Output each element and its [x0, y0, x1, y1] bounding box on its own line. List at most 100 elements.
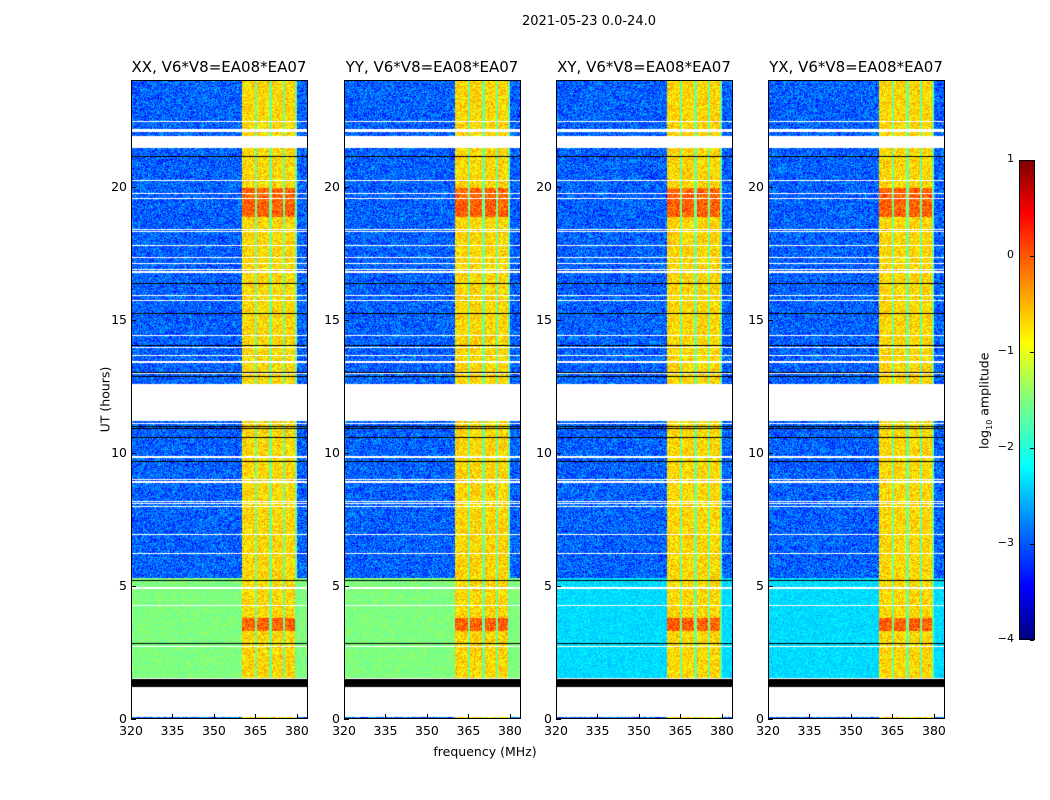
y-tick-label: 15: [536, 311, 552, 327]
panel-title: XX, V6*V8=EA08*EA07: [131, 58, 307, 76]
x-tick: [892, 714, 894, 719]
y-tick-label: 5: [119, 577, 127, 593]
x-tick-label: 350: [627, 723, 651, 738]
y-tick: [556, 319, 561, 321]
spectrogram-image: [557, 81, 732, 718]
x-tick: [933, 714, 935, 719]
y-tick-label: 0: [332, 711, 340, 726]
y-tick: [556, 719, 561, 720]
x-tick: [768, 714, 769, 719]
y-tick-label: 10: [536, 444, 552, 460]
y-tick: [344, 452, 349, 454]
x-tick-label: 365: [880, 723, 905, 738]
panel-title: YY, V6*V8=EA08*EA07: [345, 58, 519, 76]
colorbar-tick-label: −3: [997, 536, 1014, 549]
x-tick-label: 320: [332, 723, 356, 738]
x-tick: [213, 714, 215, 719]
y-tick-label: 20: [748, 178, 764, 194]
y-tick: [768, 186, 773, 188]
colorbar-label-subscript: 10: [984, 419, 994, 430]
spectrogram-panel: [556, 80, 733, 719]
x-tick-label: 365: [243, 723, 268, 738]
colorbar-label-prefix: log: [976, 429, 992, 449]
colorbar-tick: [1030, 352, 1034, 353]
y-tick: [344, 186, 349, 188]
colorbar-tick: [1030, 160, 1034, 161]
y-axis-label: UT (hours): [97, 366, 113, 433]
x-tick: [680, 714, 682, 719]
y-tick-label: 20: [324, 178, 340, 194]
x-tick: [344, 714, 345, 719]
x-tick: [850, 714, 852, 719]
x-axis-label: frequency (MHz): [433, 744, 537, 759]
y-tick: [556, 452, 561, 454]
colorbar: [1019, 160, 1035, 640]
x-tick-label: 350: [202, 723, 226, 738]
figure-title: 2021-05-23 0.0-24.0: [522, 14, 656, 29]
y-tick: [131, 186, 136, 188]
y-tick-label: 15: [748, 311, 764, 327]
x-tick-label: 335: [797, 723, 822, 738]
colorbar-tick: [1030, 448, 1034, 449]
x-tick-label: 380: [710, 723, 734, 738]
x-tick: [809, 714, 811, 719]
y-tick-label: 0: [544, 711, 552, 726]
y-tick-label: 20: [111, 178, 127, 194]
colorbar-tick: [1030, 640, 1034, 641]
y-tick: [131, 585, 136, 587]
y-tick: [768, 719, 773, 720]
x-tick: [131, 714, 132, 719]
y-tick-label: 0: [119, 711, 127, 726]
x-tick: [385, 714, 387, 719]
spectrogram-panel: [344, 80, 521, 719]
colorbar-tick-label: 1: [1007, 152, 1014, 165]
y-tick-label: 5: [756, 577, 764, 593]
y-tick-label: 10: [324, 444, 340, 460]
x-tick-label: 350: [839, 723, 863, 738]
y-tick: [556, 585, 561, 587]
y-tick: [344, 319, 349, 321]
y-tick: [556, 186, 561, 188]
y-tick: [768, 319, 773, 321]
y-tick: [131, 319, 136, 321]
panel-title: XY, V6*V8=EA08*EA07: [557, 58, 731, 76]
x-tick: [509, 714, 511, 719]
spectrogram-image: [132, 81, 307, 718]
colorbar-tick-label: −4: [997, 632, 1014, 645]
spectrogram-image: [769, 81, 944, 718]
y-tick-label: 5: [332, 577, 340, 593]
x-tick: [296, 714, 298, 719]
x-tick-label: 320: [756, 723, 780, 738]
x-tick: [172, 714, 174, 719]
x-tick-label: 380: [922, 723, 946, 738]
colorbar-tick: [1030, 544, 1034, 545]
x-tick-label: 320: [119, 723, 143, 738]
y-tick: [344, 585, 349, 587]
y-tick: [768, 585, 773, 587]
y-tick-label: 15: [324, 311, 340, 327]
spectrogram-panel: [131, 80, 308, 719]
x-tick-label: 335: [373, 723, 398, 738]
spectrogram-image: [345, 81, 520, 718]
x-tick: [426, 714, 428, 719]
y-tick-label: 10: [111, 444, 127, 460]
y-tick: [768, 452, 773, 454]
x-tick-label: 335: [160, 723, 185, 738]
y-tick: [131, 452, 136, 454]
y-tick-label: 5: [544, 577, 552, 593]
x-tick: [556, 714, 557, 719]
spectrogram-panel: [768, 80, 945, 719]
x-tick-label: 365: [456, 723, 481, 738]
colorbar-label-suffix: amplitude: [976, 352, 992, 420]
x-tick-label: 350: [415, 723, 439, 738]
x-tick-label: 380: [285, 723, 309, 738]
x-tick: [255, 714, 257, 719]
y-tick-label: 15: [111, 311, 127, 327]
x-tick: [468, 714, 470, 719]
colorbar-tick-label: −2: [997, 440, 1014, 453]
colorbar-tick-label: −1: [997, 344, 1014, 357]
x-tick: [597, 714, 599, 719]
panel-title: YX, V6*V8=EA08*EA07: [769, 58, 943, 76]
y-tick-label: 20: [536, 178, 552, 194]
